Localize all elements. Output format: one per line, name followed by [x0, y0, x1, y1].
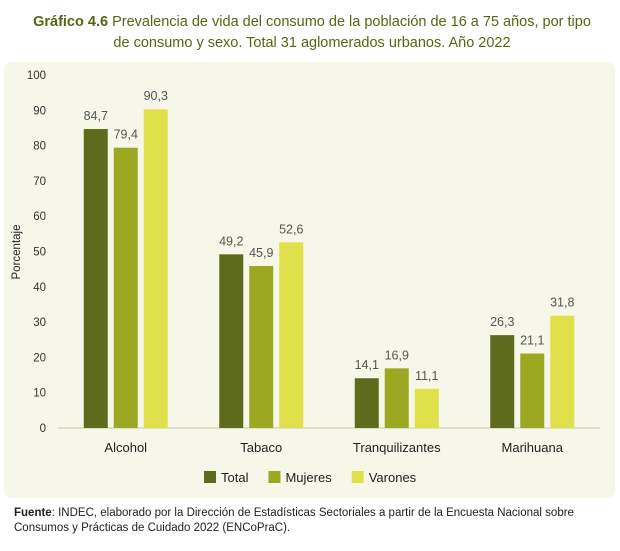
data-label: 16,9 — [385, 348, 409, 362]
source-line1: : INDEC, elaborado por la Dirección de E… — [51, 507, 574, 519]
bar-mujeres — [384, 368, 409, 428]
y-tick-label: 30 — [33, 317, 46, 329]
data-label: 21,1 — [520, 334, 544, 348]
y-tick-label: 20 — [33, 352, 46, 364]
data-label: 52,6 — [279, 222, 303, 236]
y-tick-label: 50 — [33, 247, 46, 259]
chart-title-line2: de consumo y sexo. Total 31 aglomerados … — [113, 35, 511, 51]
chart-title: Gráfico 4.6 Prevalencia de vida del cons… — [14, 12, 610, 54]
bar-total — [219, 254, 244, 428]
y-tick-label: 90 — [33, 105, 46, 117]
y-tick-label: 70 — [33, 176, 46, 188]
data-label: 79,4 — [114, 128, 138, 142]
y-tick-label: 80 — [33, 141, 46, 153]
y-tick-label: 0 — [40, 423, 46, 435]
bar-mujeres — [113, 147, 138, 428]
category-label: Marihuana — [502, 440, 564, 455]
legend-label-total: Total — [221, 470, 249, 485]
category-label: Alcohol — [104, 440, 147, 455]
bar-varones — [279, 242, 304, 428]
data-label: 90,3 — [144, 89, 168, 103]
legend-swatch-varones — [351, 471, 364, 483]
chart-title-label: Gráfico 4.6 — [33, 14, 109, 30]
y-tick-label: 100 — [27, 70, 46, 82]
legend-swatch-mujeres — [268, 471, 281, 483]
bar-mujeres — [520, 353, 545, 428]
bar-total — [83, 129, 108, 428]
data-label: 11,1 — [415, 369, 438, 383]
data-label: 14,1 — [355, 358, 379, 372]
data-label: 45,9 — [249, 246, 273, 260]
category-label: Tranquilizantes — [353, 440, 441, 455]
y-axis-label: Porcentaje — [11, 225, 23, 280]
data-label: 49,2 — [219, 234, 243, 248]
category-label: Tabaco — [240, 440, 282, 455]
data-label: 26,3 — [490, 315, 514, 329]
chart-title-line1: Prevalencia de vida del consumo de la po… — [112, 14, 591, 30]
legend-label-varones: Varones — [369, 470, 417, 485]
y-tick-label: 10 — [33, 388, 46, 400]
y-tick-label: 60 — [33, 211, 46, 223]
data-label: 31,8 — [550, 296, 574, 310]
source-line2: Consumos y Prácticas de Cuidado 2022 (EN… — [14, 522, 291, 534]
bar-varones — [550, 315, 575, 428]
bar-mujeres — [249, 265, 274, 428]
data-label: 84,7 — [84, 109, 108, 123]
source-label: Fuente — [14, 507, 52, 519]
bar-varones — [414, 388, 439, 428]
bar-varones — [143, 109, 168, 428]
legend-label-mujeres: Mujeres — [285, 470, 332, 485]
bar-total — [354, 378, 379, 428]
y-tick-label: 40 — [33, 282, 46, 294]
bar-total — [490, 335, 515, 428]
legend-swatch-total — [204, 471, 216, 483]
source-note: Fuente: INDEC, elaborado por la Direcció… — [14, 506, 610, 536]
